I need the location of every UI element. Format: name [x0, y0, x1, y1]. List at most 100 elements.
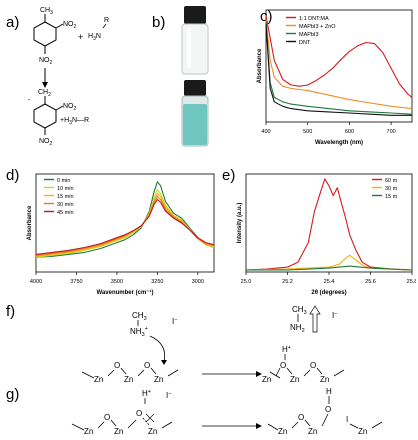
x-tick-label: 25.8 — [407, 279, 416, 285]
plot-frame — [35, 173, 215, 273]
g-left-zn-1: Zn — [84, 427, 93, 436]
product-ch2: CH2 — [38, 89, 51, 98]
legend-label: 30 min — [57, 202, 74, 208]
f-right-zn-3: Zn — [320, 375, 329, 384]
series-line-10-min — [35, 189, 215, 258]
panel-g-label: g) — [6, 386, 20, 403]
plus-sign: + — [78, 32, 83, 42]
f-right-zn-2: Zn — [290, 375, 299, 384]
product-no2-bottom: NO2 — [39, 138, 53, 147]
series-line-mapbi3 — [265, 21, 413, 115]
panel-f-scheme: CH3 NH3+ I− Zn O Zn O Zn CH3 NH2 I− H+ Z… — [81, 305, 345, 384]
f-right-ch3: CH3 — [292, 305, 307, 316]
legend-label: 10 min — [57, 186, 74, 192]
f-right-nh2: NH2 — [290, 323, 305, 334]
g-right-zn-3: Zn — [358, 427, 367, 436]
x-tick-label: 3750 — [70, 279, 82, 285]
g-left-o-1: O — [104, 413, 110, 422]
x-axis-label: Wavenumber (cm⁻¹) — [97, 289, 154, 296]
x-tick-label: 400 — [261, 129, 270, 135]
reactant-no2-top: NO2 — [63, 21, 77, 30]
reactant-ring — [33, 21, 57, 47]
x-tick-label: 25.0 — [241, 279, 252, 285]
product-minus: - — [28, 97, 31, 104]
x-tick-label: 600 — [345, 129, 354, 135]
series-line-15-m — [246, 265, 413, 271]
f-left-iodide: I− — [172, 317, 177, 326]
plot-frame — [265, 9, 413, 123]
panel-e-label: e) — [222, 167, 236, 184]
g-left-zn-3: Zn — [148, 427, 157, 436]
g-left-zn-2: Zn — [114, 427, 123, 436]
g-right-zn-2: Zn — [308, 427, 317, 436]
legend-label: 0 min — [57, 178, 70, 184]
g-right-o-1: O — [298, 413, 304, 422]
legend-label: 30 m — [385, 186, 398, 192]
x-tick-label: 3000 — [192, 279, 204, 285]
panel-f-label: f) — [6, 303, 16, 320]
g-right-zn-1: Zn — [278, 427, 287, 436]
g-right-iodide: I — [346, 415, 348, 424]
chart-d: 4000 3750 3500 3250 3000 Wavenumber (cm⁻¹) Abs… — [27, 173, 215, 296]
y-axis-label: Absorbance — [27, 205, 33, 240]
g-left-h: H+ — [142, 389, 151, 398]
x-tick-label: 500 — [303, 129, 312, 135]
f-right-h: H+ — [282, 345, 291, 354]
vial-bottom-liquid — [183, 104, 207, 145]
f-left-zn-1: Zn — [94, 375, 103, 384]
legend-label: 60 m — [385, 178, 398, 184]
legend-label: 45 min — [57, 210, 74, 216]
f-right-zn-1: Zn — [262, 375, 271, 384]
product-h3n: +H3N—R — [60, 117, 89, 126]
x-tick-label: 700 — [387, 129, 396, 135]
legend-label: DNT — [299, 40, 311, 46]
y-axis-label: Intensity (a.u.) — [237, 203, 243, 244]
f-left-zn-3: Zn — [154, 375, 163, 384]
f-curved-arrow — [149, 335, 166, 363]
panel-g-scheme: H+ I− Zn O Zn O Zn Zn O Zn H O I Zn — [71, 387, 383, 436]
f-left-o-1: O — [114, 361, 120, 370]
product-ring — [33, 103, 57, 129]
panel-b-label: b) — [152, 14, 166, 31]
vial-bottom-cap — [184, 80, 206, 96]
vial-top-cap — [184, 6, 206, 24]
legend-label: 1:1 DNT:MA — [299, 16, 329, 22]
f-up-arrow — [309, 305, 321, 333]
chart-e: 25.0 25.2 25.4 25.6 25.8 2θ (degrees) Intensit… — [237, 173, 416, 296]
f-left-nh3: NH3+ — [130, 326, 148, 338]
series-line-45-min — [35, 198, 215, 255]
series-line-1-1-dnt-ma — [265, 15, 413, 98]
x-tick-label: 3500 — [111, 279, 123, 285]
x-tick-label: 25.6 — [365, 279, 376, 285]
product-no2-top: NO2 — [63, 103, 77, 112]
panel-b-vials — [181, 6, 209, 147]
amine-h3n: H3N — [88, 33, 101, 42]
g-left-o-2: O — [136, 409, 142, 418]
x-tick-label: 4000 — [30, 279, 42, 285]
x-tick-label: 25.2 — [282, 279, 293, 285]
x-tick-label: 3250 — [151, 279, 163, 285]
legend-label: 15 min — [57, 194, 74, 200]
g-left-iodide: I− — [166, 391, 171, 400]
panel-d-label: d) — [6, 167, 20, 184]
f-right-o-1: O — [280, 361, 286, 370]
f-left-o-2: O — [144, 361, 150, 370]
legend-label: 15 m — [385, 194, 398, 200]
reactant-ch3: CH3 — [40, 7, 53, 16]
x-axis-label: Wavelength (nm) — [315, 140, 363, 146]
series-line-dnt — [265, 23, 412, 116]
x-tick-label: 25.4 — [324, 279, 335, 285]
legend-label: MAPbI3 + ZnO — [299, 24, 336, 30]
f-right-iodide: I− — [332, 311, 337, 320]
vial-top-body — [181, 23, 209, 75]
legend-label: MAPbI3 — [299, 32, 319, 38]
g-right-h: H — [326, 387, 332, 396]
panel-a-reaction: CH3 NO2 NO2 + R H3N CH2 - NO2 +H3N—R NO2 — [28, 7, 109, 147]
chart-c: 400 500 600 700 Wavelength (nm) Absorbance 1:1… — [257, 9, 413, 146]
f-left-zn-2: Zn — [124, 375, 133, 384]
series-line-60-m — [245, 178, 413, 271]
series-line-mapbi3-zno — [265, 18, 413, 110]
g-right-o-top: O — [325, 405, 331, 414]
reactant-no2-bottom: NO2 — [39, 57, 53, 66]
x-axis-label: 2θ (degrees) — [311, 290, 346, 296]
